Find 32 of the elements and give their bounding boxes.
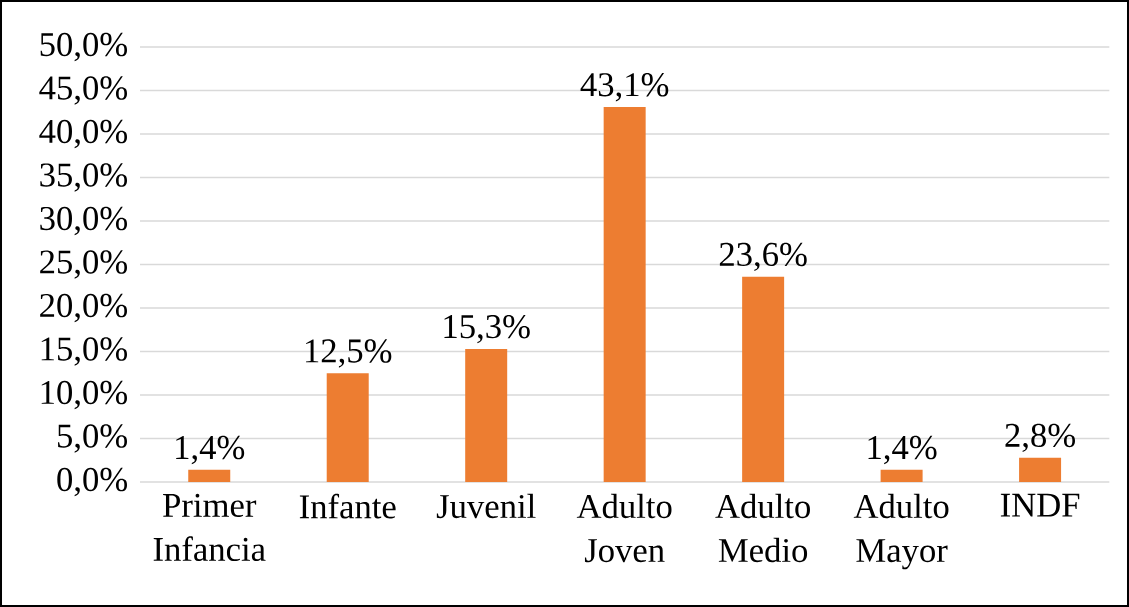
y-tick-label: 10,0% bbox=[41, 380, 127, 410]
y-tick-label: 15,0% bbox=[41, 337, 127, 366]
y-tick-label: 30,0% bbox=[40, 206, 127, 236]
x-tick-label: INDF bbox=[1000, 493, 1080, 517]
data-label: 43,1% bbox=[580, 73, 669, 102]
data-label: 1,4% bbox=[176, 435, 245, 465]
bar bbox=[1019, 457, 1062, 482]
y-tick-label: 5,0% bbox=[57, 424, 127, 453]
y-tick-label: 40,0% bbox=[39, 119, 127, 149]
y-tick-label: 0,0% bbox=[57, 467, 127, 497]
bar bbox=[742, 276, 785, 482]
y-tick-label: 20,0% bbox=[40, 293, 127, 323]
x-tick-label: Adulto Medio bbox=[715, 493, 810, 563]
x-tick-label: Adulto Mayor bbox=[853, 493, 949, 570]
bar bbox=[188, 469, 231, 482]
bar bbox=[326, 373, 369, 482]
x-tick-label: Primer Infancia bbox=[153, 493, 266, 562]
x-tick-label: Juvenil bbox=[436, 493, 536, 519]
y-tick-label: 25,0% bbox=[40, 250, 127, 279]
data-label: 15,3% bbox=[444, 314, 530, 344]
bar bbox=[465, 348, 508, 482]
data-label: 12,5% bbox=[306, 339, 392, 368]
data-label: 2,8% bbox=[1005, 423, 1075, 453]
x-tick-label: Adulto Joven bbox=[576, 493, 672, 563]
y-tick-label: 50,0% bbox=[40, 32, 127, 62]
bar bbox=[603, 107, 646, 482]
y-tick-label: 35,0% bbox=[40, 163, 127, 192]
data-label: 23,6% bbox=[719, 242, 807, 272]
y-tick-label: 45,0% bbox=[39, 76, 127, 105]
bar bbox=[880, 469, 923, 482]
data-label: 1,4% bbox=[868, 435, 937, 465]
x-tick-label: Infante bbox=[299, 493, 396, 519]
